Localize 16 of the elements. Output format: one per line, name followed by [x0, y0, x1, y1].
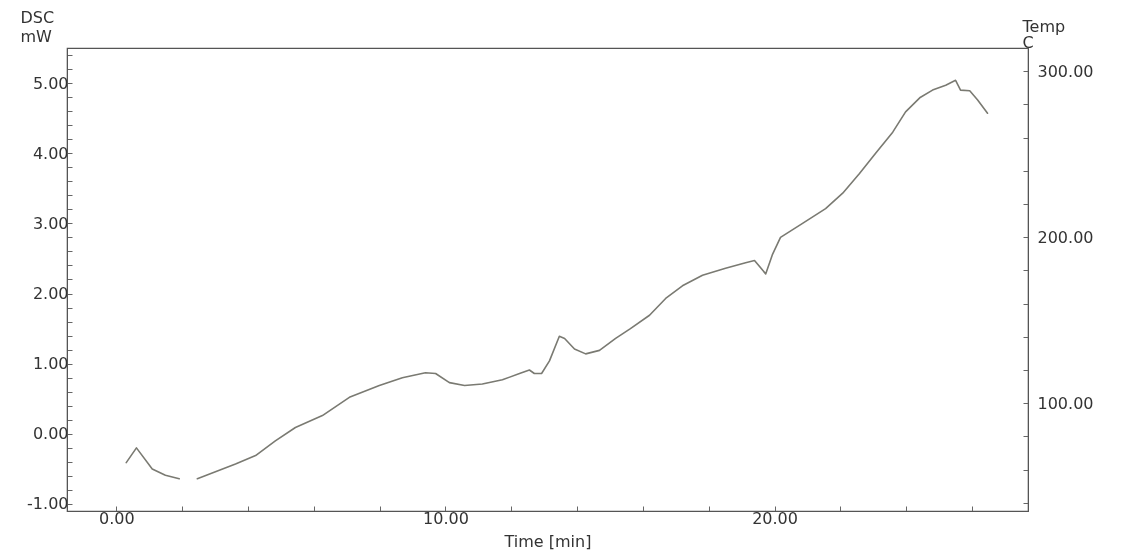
- y-tick-label: 5.00: [32, 73, 69, 93]
- y-tick-label: 2.00: [32, 284, 69, 304]
- x-tick-label: 20.00: [752, 508, 798, 528]
- y-axis-title: DSC mW: [20, 7, 55, 46]
- y-tick-label: 4.00: [32, 143, 69, 163]
- x-axis-title: Time [min]: [503, 531, 592, 551]
- y2-tick-label: 200.00: [1037, 227, 1094, 247]
- y2-tick-label: 300.00: [1037, 61, 1094, 81]
- y-tick-label: 3.00: [32, 213, 69, 233]
- y-tick-label: 0.00: [32, 424, 69, 444]
- y2-axis-title: Temp C: [1021, 16, 1066, 52]
- y-tick-label: -1.00: [27, 494, 69, 514]
- y-tick-label: 1.00: [32, 354, 69, 374]
- x-tick-label: 10.00: [423, 508, 469, 528]
- x-tick-label: 0.00: [99, 508, 135, 528]
- y2-tick-label: 100.00: [1037, 393, 1094, 413]
